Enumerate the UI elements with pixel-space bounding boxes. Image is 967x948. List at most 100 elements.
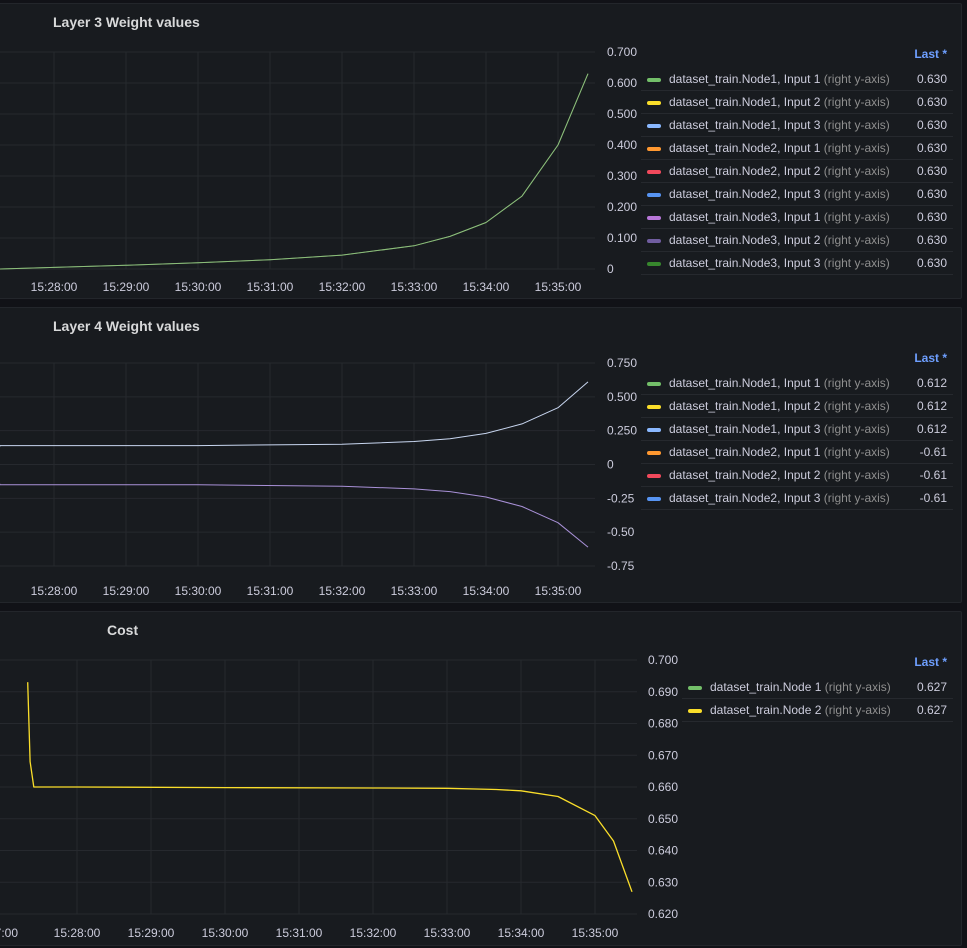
- legend-item[interactable]: dataset_train.Node1, Input 3 (right y-ax…: [641, 114, 953, 137]
- series-color-swatch[interactable]: [647, 170, 661, 174]
- legend-item-label: dataset_train.Node3, Input 1: [669, 210, 820, 224]
- x-tick-label: 15:34:00: [498, 926, 545, 940]
- y-tick-label: 0: [607, 262, 614, 276]
- y-tick-label: 0.750: [607, 356, 637, 370]
- x-tick-label: 15:35:00: [572, 926, 619, 940]
- legend-item-value: 0.630: [907, 68, 953, 91]
- series-color-swatch[interactable]: [688, 686, 702, 690]
- legend-item-name-cell: dataset_train.Node2, Input 3 (right y-ax…: [641, 183, 907, 206]
- y-tick-label: 0.680: [648, 717, 678, 731]
- series-color-swatch[interactable]: [647, 382, 661, 386]
- legend-item[interactable]: dataset_train.Node3, Input 3 (right y-ax…: [641, 252, 953, 275]
- legend-item[interactable]: dataset_train.Node2, Input 2 (right y-ax…: [641, 464, 953, 487]
- series-color-swatch[interactable]: [647, 101, 661, 105]
- legend-item-axis: (right y-axis): [824, 95, 890, 109]
- y-tick-label: 0.100: [607, 231, 637, 245]
- legend-item[interactable]: dataset_train.Node1, Input 2 (right y-ax…: [641, 395, 953, 418]
- legend-item-value: 0.627: [907, 699, 953, 722]
- x-tick-label: 15:33:00: [391, 584, 438, 598]
- legend-item[interactable]: dataset_train.Node1, Input 1 (right y-ax…: [641, 372, 953, 395]
- legend-item-label: dataset_train.Node2, Input 2: [669, 468, 820, 482]
- legend-item-name-cell: dataset_train.Node1, Input 1 (right y-ax…: [641, 68, 907, 91]
- legend-item-name-cell: dataset_train.Node1, Input 2 (right y-ax…: [641, 395, 907, 418]
- legend-header-last[interactable]: Last *: [682, 654, 953, 676]
- legend-item-name-cell: dataset_train.Node3, Input 2 (right y-ax…: [641, 229, 907, 252]
- legend-item-label: dataset_train.Node2, Input 1: [669, 141, 820, 155]
- legend-item-axis: (right y-axis): [824, 376, 890, 390]
- series-color-swatch[interactable]: [688, 709, 702, 713]
- legend-item-axis: (right y-axis): [825, 703, 891, 717]
- series-color-swatch[interactable]: [647, 497, 661, 501]
- legend-item-axis: (right y-axis): [824, 422, 890, 436]
- series-color-swatch[interactable]: [647, 78, 661, 82]
- legend-item-name-cell: dataset_train.Node2, Input 1 (right y-ax…: [641, 137, 907, 160]
- legend-header-last[interactable]: Last *: [641, 350, 953, 372]
- y-tick-label: 0.700: [607, 45, 637, 59]
- series-color-swatch[interactable]: [647, 193, 661, 197]
- x-tick-label: 15:32:00: [319, 280, 366, 294]
- x-tick-label: 15:28:00: [31, 280, 78, 294]
- series-color-swatch[interactable]: [647, 451, 661, 455]
- series-color-swatch[interactable]: [647, 474, 661, 478]
- series-color-swatch[interactable]: [647, 405, 661, 409]
- grid-lines: [0, 363, 595, 566]
- legend-item-axis: (right y-axis): [824, 187, 890, 201]
- x-tick-label: 15:29:00: [103, 584, 150, 598]
- legend-item-axis: (right y-axis): [824, 141, 890, 155]
- legend-item-label: dataset_train.Node2, Input 3: [669, 491, 820, 505]
- series-color-swatch[interactable]: [647, 428, 661, 432]
- x-tick-label: 15:32:00: [350, 926, 397, 940]
- x-tick-label: 15:29:00: [103, 280, 150, 294]
- legend-item-value: 0.630: [907, 252, 953, 275]
- series-color-swatch[interactable]: [647, 262, 661, 266]
- legend-item-label: dataset_train.Node1, Input 2: [669, 399, 820, 413]
- legend-item[interactable]: dataset_train.Node1, Input 1 (right y-ax…: [641, 68, 953, 91]
- y-tick-label: 0.500: [607, 390, 637, 404]
- series-color-swatch[interactable]: [647, 147, 661, 151]
- legend-item-value: 0.630: [907, 137, 953, 160]
- legend-item[interactable]: dataset_train.Node 1 (right y-axis) 0.627: [682, 676, 953, 699]
- legend-item[interactable]: dataset_train.Node2, Input 3 (right y-ax…: [641, 487, 953, 510]
- legend-item[interactable]: dataset_train.Node3, Input 1 (right y-ax…: [641, 206, 953, 229]
- legend-item[interactable]: dataset_train.Node2, Input 2 (right y-ax…: [641, 160, 953, 183]
- legend-item[interactable]: dataset_train.Node2, Input 1 (right y-ax…: [641, 137, 953, 160]
- panel-cost: Cost 0.620 0.630 0.640 0.650 0.660 0.670 0.680…: [0, 611, 962, 946]
- legend-item-name-cell: dataset_train.Node 1 (right y-axis): [682, 676, 907, 699]
- legend-item-label: dataset_train.Node1, Input 1: [669, 72, 820, 86]
- legend-item-axis: (right y-axis): [824, 233, 890, 247]
- legend-item-name-cell: dataset_train.Node1, Input 3 (right y-ax…: [641, 418, 907, 441]
- x-tick-label: 15:34:00: [463, 280, 510, 294]
- legend-item-axis: (right y-axis): [825, 680, 891, 694]
- series-color-swatch[interactable]: [647, 216, 661, 220]
- legend-item-label: dataset_train.Node3, Input 2: [669, 233, 820, 247]
- legend-item[interactable]: dataset_train.Node2, Input 3 (right y-ax…: [641, 183, 953, 206]
- legend-header-last[interactable]: Last *: [641, 46, 953, 68]
- legend-item[interactable]: dataset_train.Node2, Input 1 (right y-ax…: [641, 441, 953, 464]
- legend-item[interactable]: dataset_train.Node1, Input 3 (right y-ax…: [641, 418, 953, 441]
- x-tick-label: 15:34:00: [463, 584, 510, 598]
- legend-item-value: -0.61: [907, 441, 953, 464]
- legend-item[interactable]: dataset_train.Node 2 (right y-axis) 0.627: [682, 699, 953, 722]
- series-color-swatch[interactable]: [647, 124, 661, 128]
- legend-item-name-cell: dataset_train.Node3, Input 1 (right y-ax…: [641, 206, 907, 229]
- x-tick-label: 15:30:00: [175, 584, 222, 598]
- legend-item-label: dataset_train.Node2, Input 2: [669, 164, 820, 178]
- panel-layer4-weights: Layer 4 Weight values -0.75 -0.50 -0.25 0 0.…: [0, 307, 962, 603]
- legend-item[interactable]: dataset_train.Node1, Input 2 (right y-ax…: [641, 91, 953, 114]
- x-tick-label: 15:30:00: [202, 926, 249, 940]
- legend-item-label: dataset_train.Node1, Input 2: [669, 95, 820, 109]
- legend-layer4: Last * dataset_train.Node1, Input 1 (rig…: [641, 350, 953, 510]
- y-tick-label: -0.50: [607, 525, 635, 539]
- legend-item[interactable]: dataset_train.Node3, Input 2 (right y-ax…: [641, 229, 953, 252]
- legend-item-name-cell: dataset_train.Node3, Input 3 (right y-ax…: [641, 252, 907, 275]
- series-color-swatch[interactable]: [647, 239, 661, 243]
- series-line: [0, 382, 588, 465]
- legend-item-name-cell: dataset_train.Node1, Input 3 (right y-ax…: [641, 114, 907, 137]
- legend-item-axis: (right y-axis): [824, 468, 890, 482]
- legend-item-axis: (right y-axis): [824, 256, 890, 270]
- legend-item-value: 0.630: [907, 206, 953, 229]
- panel-layer3-weights: Layer 3 Weight values 0 0.100 0.200 0.300 0.…: [0, 3, 962, 299]
- y-tick-label: 0.690: [648, 685, 678, 699]
- legend-item-axis: (right y-axis): [824, 164, 890, 178]
- y-tick-label: 0.250: [607, 424, 637, 438]
